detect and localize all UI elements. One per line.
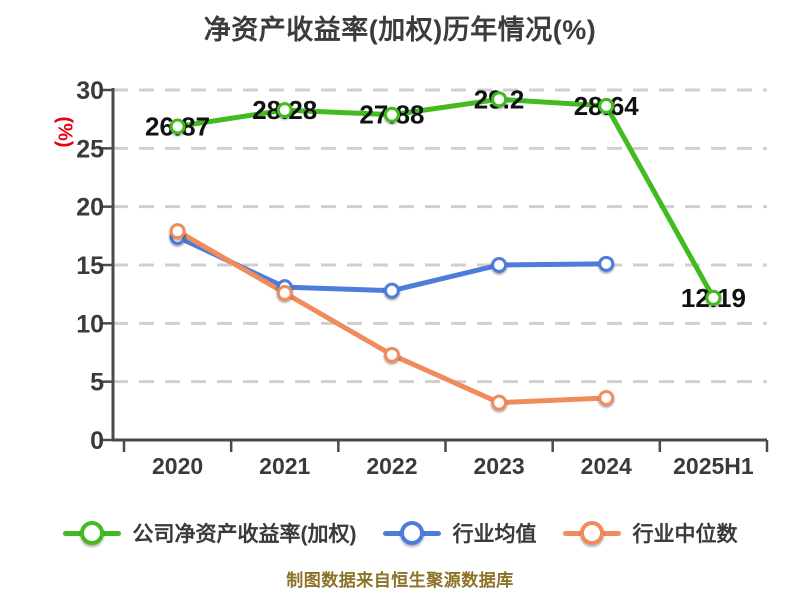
company-roe-marker	[491, 91, 508, 108]
x-tick-label: 2024	[581, 453, 632, 479]
source-note: 制图数据来自恒生聚源数据库	[286, 571, 514, 590]
industry-avg-marker	[491, 257, 508, 273]
chart-title: 净资产收益率(加权)历年情况(%)	[203, 15, 597, 45]
company-roe-legend-circle-icon	[79, 521, 104, 545]
industry-median-line	[175, 228, 609, 406]
legend-item-industry-avg: 行业均值	[382, 518, 537, 548]
y-tick-label: 30	[76, 77, 104, 105]
industry-avg-marker	[598, 255, 615, 272]
y-tick-label: 20	[76, 194, 104, 222]
x-tick-label: 2022	[366, 453, 417, 479]
industry-avg-marker	[383, 282, 400, 299]
x-tick-label: 2021	[259, 453, 310, 479]
x-tick-label: 2020	[152, 453, 203, 479]
company-roe-line	[175, 96, 716, 301]
y-tick-label: 25	[76, 135, 104, 163]
x-tick-label: 2025H1	[673, 453, 754, 479]
roe-line-chart: 051015202530202020212022202320242025H126…	[76, 77, 769, 479]
industry-median-marker	[276, 285, 293, 301]
y-tick-label: 10	[76, 310, 104, 338]
industry-avg-legend-marker-icon	[382, 520, 441, 546]
y-tick-label: 0	[90, 427, 104, 455]
company-roe-marker	[598, 97, 615, 114]
industry-median-legend-circle-icon	[579, 521, 604, 545]
y-tick-label: 5	[90, 369, 104, 397]
industry-avg-legend-circle-icon	[399, 521, 424, 545]
company-roe-legend-marker-icon	[62, 520, 121, 546]
legend-item-company-roe: 公司净资产收益率(加权)	[62, 518, 357, 548]
x-tick-label: 2023	[473, 453, 524, 479]
y-tick-label: 15	[76, 252, 104, 280]
industry-median-marker	[598, 390, 615, 406]
legend-item-industry-median: 行业中位数	[562, 518, 738, 548]
industry-median-legend-marker-icon	[562, 520, 621, 546]
industry-avg-line	[175, 234, 609, 294]
company-roe-marker	[705, 289, 722, 306]
legend: 公司净资产收益率(加权) 行业均值 行业中位数	[0, 507, 800, 559]
company-roe-marker	[169, 118, 186, 135]
company-roe-legend-label: 公司净资产收益率(加权)	[132, 523, 357, 546]
industry-median-marker	[169, 223, 186, 240]
company-roe-marker	[383, 106, 400, 123]
industry-median-marker	[491, 394, 508, 411]
industry-median-marker	[383, 346, 400, 363]
industry-median-legend-label: 行业中位数	[632, 523, 738, 546]
company-roe-marker	[276, 102, 293, 119]
industry-avg-legend-label: 行业均值	[452, 523, 537, 546]
